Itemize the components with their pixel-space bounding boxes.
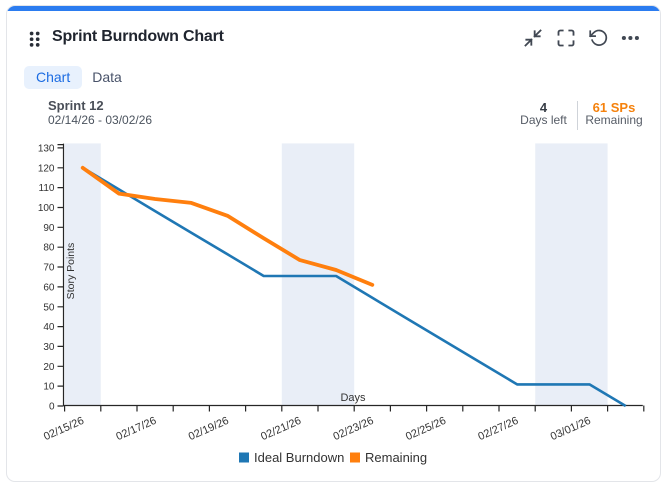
svg-text:Ideal Burndown: Ideal Burndown (254, 450, 344, 465)
svg-text:02/23/26: 02/23/26 (332, 415, 376, 443)
svg-text:40: 40 (43, 322, 55, 333)
svg-text:02/15/26: 02/15/26 (42, 415, 86, 443)
svg-text:130: 130 (38, 143, 55, 154)
svg-text:70: 70 (43, 263, 55, 274)
svg-text:02/27/26: 02/27/26 (476, 415, 520, 443)
svg-text:Story Points: Story Points (65, 243, 77, 300)
svg-text:02/21/26: 02/21/26 (259, 415, 303, 443)
svg-text:02/17/26: 02/17/26 (114, 415, 158, 443)
svg-text:02/19/26: 02/19/26 (187, 415, 231, 443)
svg-text:30: 30 (43, 342, 55, 353)
svg-text:90: 90 (43, 223, 55, 234)
svg-text:03/01/26: 03/01/26 (549, 415, 593, 443)
svg-text:02/25/26: 02/25/26 (404, 415, 448, 443)
svg-text:20: 20 (43, 362, 55, 373)
svg-text:100: 100 (38, 203, 55, 214)
svg-text:110: 110 (39, 183, 55, 194)
svg-text:60: 60 (43, 282, 55, 293)
svg-text:120: 120 (38, 163, 55, 174)
svg-text:0: 0 (49, 402, 55, 413)
svg-text:10: 10 (43, 382, 55, 393)
svg-text:Remaining: Remaining (365, 450, 427, 465)
svg-text:Days: Days (340, 392, 366, 404)
svg-text:80: 80 (43, 243, 55, 254)
svg-text:50: 50 (43, 302, 55, 313)
